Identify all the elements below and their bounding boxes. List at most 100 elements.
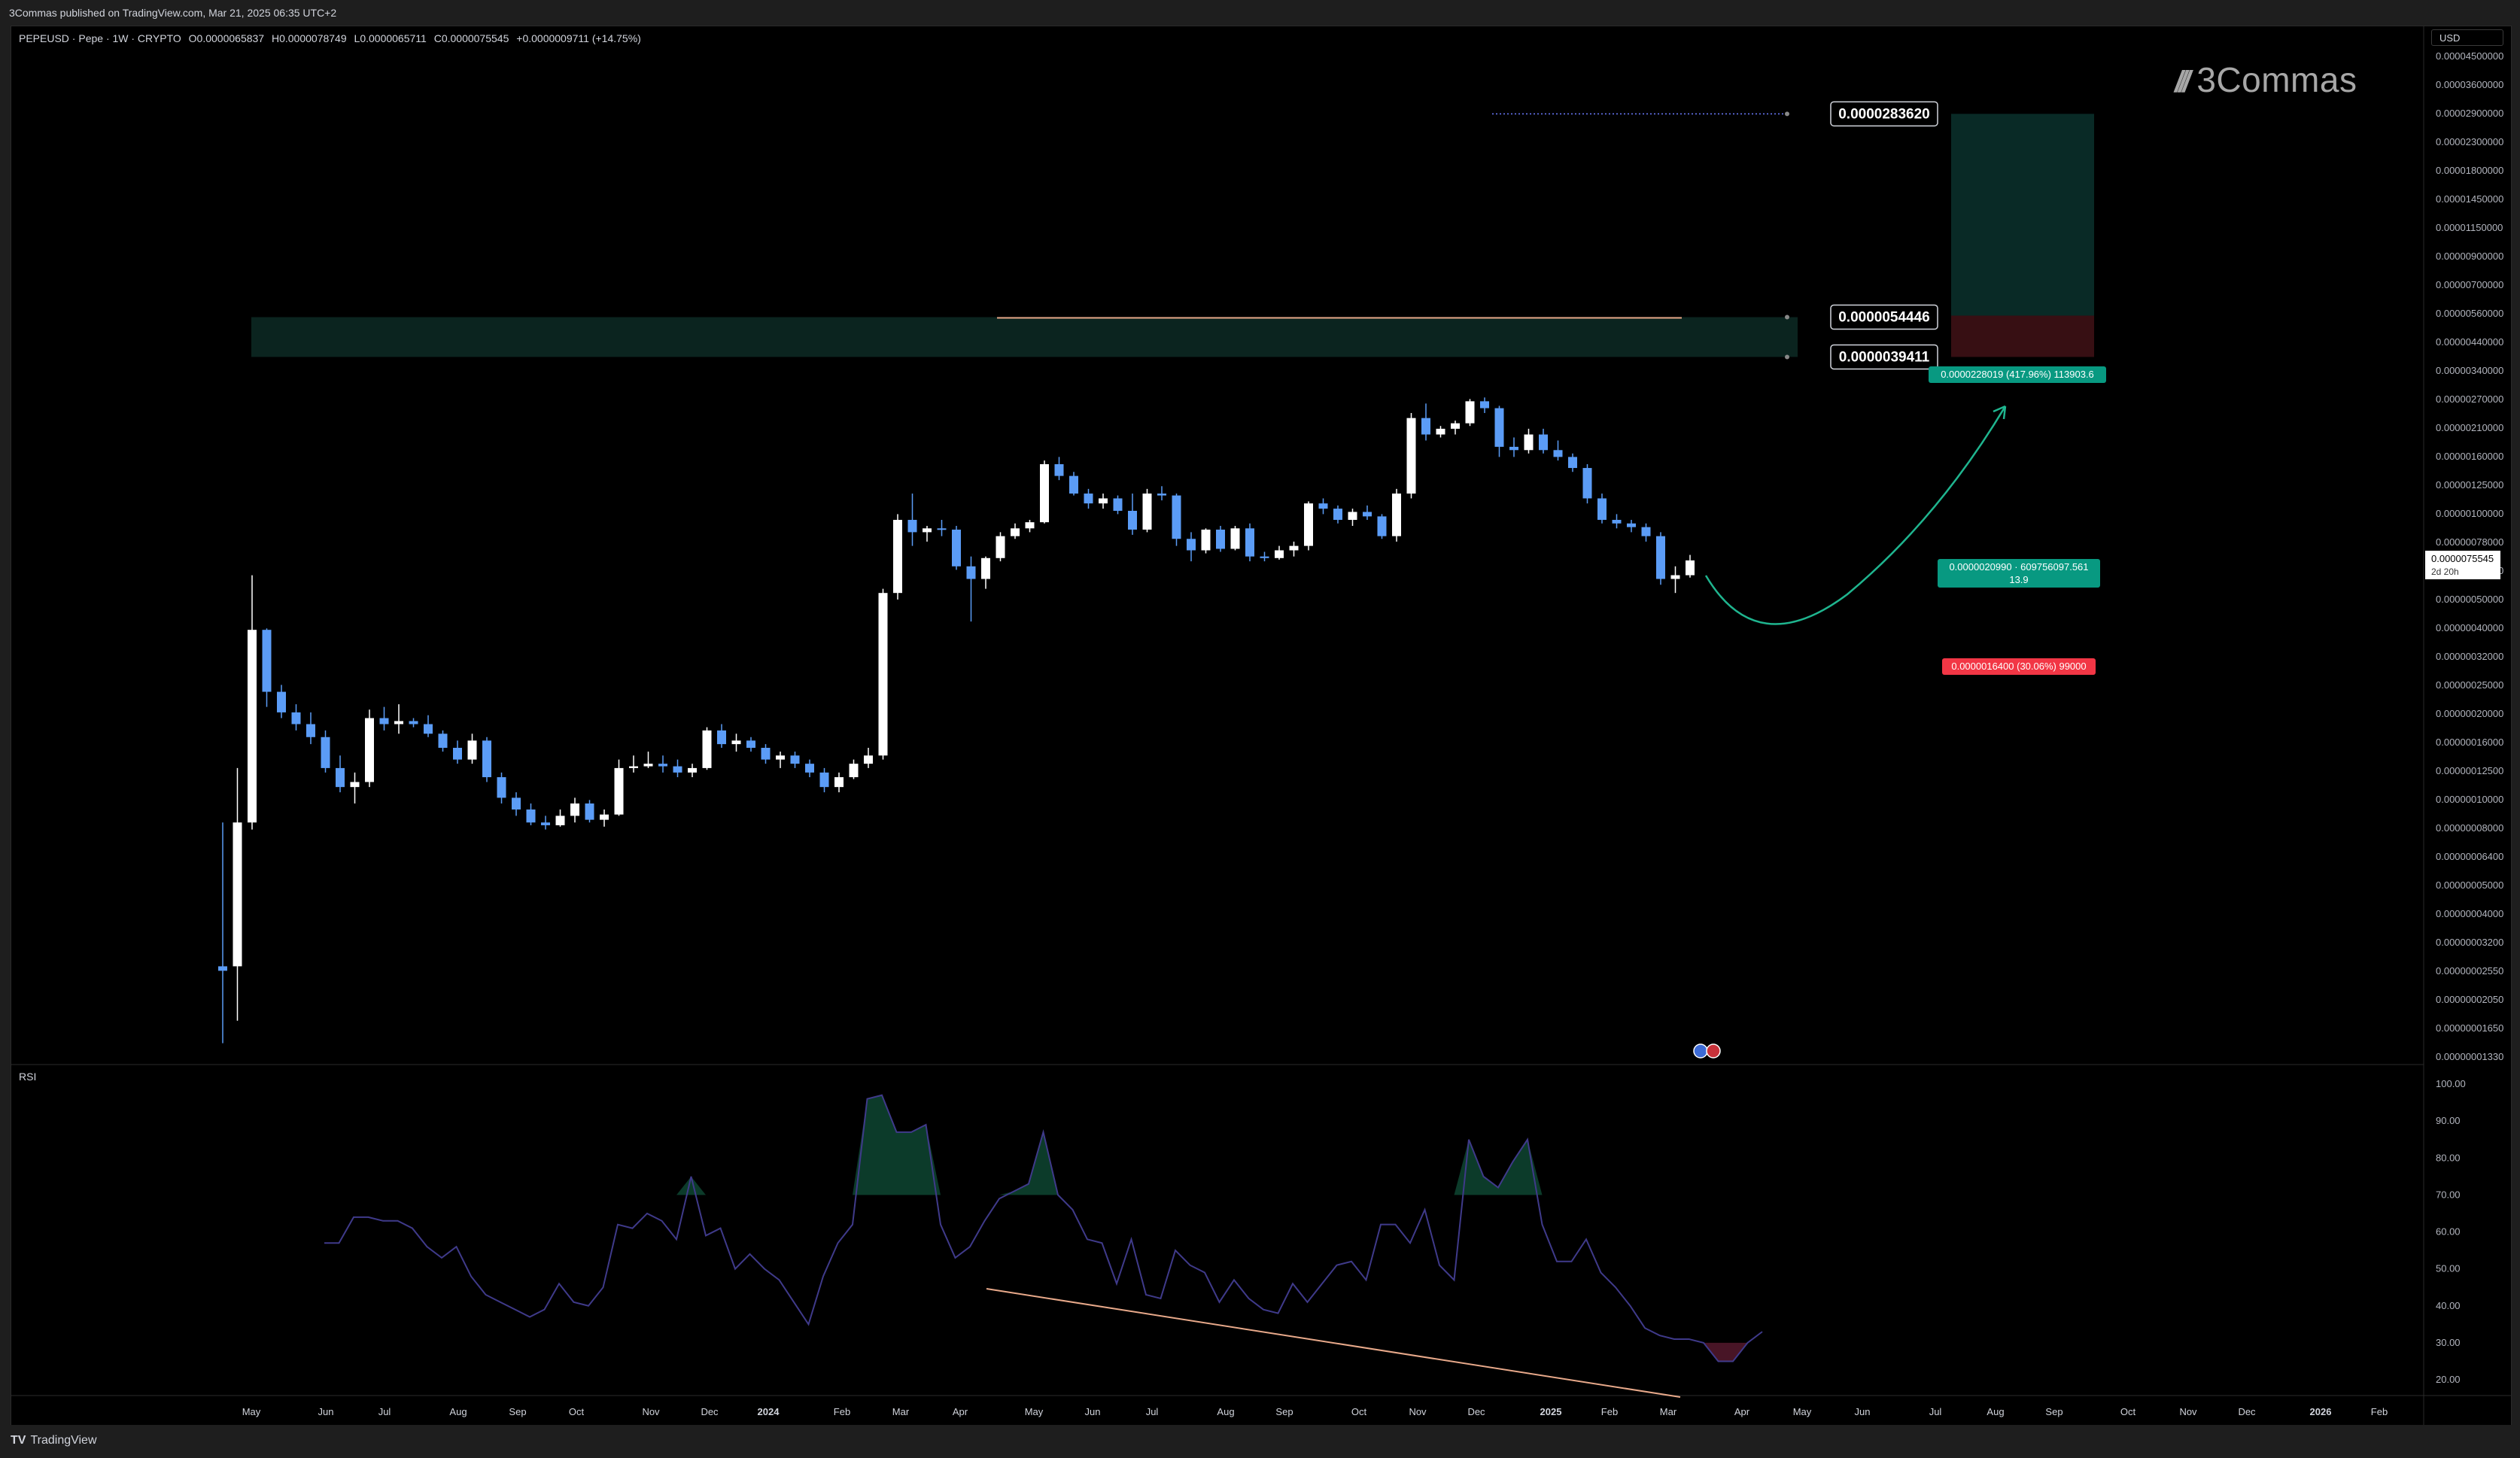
candle-body xyxy=(218,966,227,971)
price-axis-label: 0.00000050000 xyxy=(2436,594,2503,605)
entry-tag-bg xyxy=(1938,559,2100,588)
candle-body xyxy=(1054,464,1064,476)
time-axis-label: May xyxy=(1025,1406,1044,1417)
candle-body xyxy=(673,766,682,773)
rsi-axis-label: 20.00 xyxy=(2436,1374,2461,1385)
price-axis-label: 0.00001450000 xyxy=(2436,193,2503,205)
candle-body xyxy=(350,782,360,788)
candle-body xyxy=(321,737,330,768)
candle-body xyxy=(409,721,418,724)
candle-body xyxy=(1436,428,1445,435)
time-axis-label: Sep xyxy=(509,1406,526,1417)
candle-body xyxy=(834,777,844,788)
time-axis-label: Mar xyxy=(892,1406,910,1417)
rsi-overbought-fill xyxy=(853,1098,868,1195)
price-axis-label: 0.00000700000 xyxy=(2436,279,2503,290)
symbol-title[interactable]: PEPEUSD · Pepe · 1W · CRYPTO xyxy=(19,32,181,44)
current-price-tag: 0.0000075545 xyxy=(2431,553,2494,564)
candle-body xyxy=(996,536,1005,558)
candle-body xyxy=(512,797,521,809)
price-axis-label: 0.00003600000 xyxy=(2436,79,2503,90)
time-axis-label: Jul xyxy=(1146,1406,1159,1417)
event-flag-icon xyxy=(1706,1043,1721,1059)
currency-selector[interactable]: USD xyxy=(2431,29,2503,46)
candle-body xyxy=(1172,495,1181,539)
support-bottom-price-label: 0.0000039411 xyxy=(1839,349,1930,365)
brand-watermark: /// 3Commas xyxy=(2175,59,2357,100)
candle-body xyxy=(1333,509,1342,521)
candle-body xyxy=(1421,418,1430,435)
candle-body xyxy=(776,755,785,760)
price-axis-label: 0.00002900000 xyxy=(2436,108,2503,119)
candle-body xyxy=(805,764,814,773)
candle-body xyxy=(717,730,726,745)
candle-body xyxy=(248,630,257,823)
price-axis-label: 0.00000006400 xyxy=(2436,851,2503,862)
rsi-axis-label: 100.00 xyxy=(2436,1078,2466,1089)
candle-body xyxy=(585,803,594,820)
symbol-legend[interactable]: PEPEUSD · Pepe · 1W · CRYPTO O0.00000658… xyxy=(19,32,646,44)
time-axis-label: Feb xyxy=(2371,1406,2388,1417)
candle-body xyxy=(688,767,697,773)
price-axis-label: 0.00000078000 xyxy=(2436,536,2503,548)
projection-arrow xyxy=(1704,406,2007,625)
candle-body xyxy=(1392,494,1401,536)
candle-body xyxy=(937,528,947,530)
candle-body xyxy=(1627,523,1636,527)
candle-body xyxy=(1480,401,1489,409)
candle-body xyxy=(526,809,536,823)
rsi-overbought-fill xyxy=(911,1125,926,1195)
target-price-label-box xyxy=(1830,101,1938,127)
candle-body xyxy=(1363,512,1372,517)
chart-frame[interactable]: 0.00004500000 0.00003600000 0.00002900000 0… xyxy=(11,26,2512,1426)
price-axis-label: 0.00000012500 xyxy=(2436,765,2503,776)
candle-body xyxy=(1025,522,1035,529)
candle-body xyxy=(1040,464,1049,523)
price-axis-label: 0.00000005000 xyxy=(2436,879,2503,891)
time-axis-label: Nov xyxy=(1409,1406,1427,1417)
candle-body xyxy=(438,734,448,749)
candle-body xyxy=(1641,527,1651,536)
risk-reward-ratio: 13.9 xyxy=(2009,574,2028,585)
price-axis-label: 0.00000001330 xyxy=(2436,1051,2503,1062)
top-bar: 3Commas published on TradingView.com, Ma… xyxy=(0,0,2520,26)
candle-body xyxy=(467,740,477,760)
rsi-overbought-fill xyxy=(1483,1176,1498,1195)
rsi-overbought-fill xyxy=(999,1191,1014,1195)
candle-body xyxy=(541,822,550,825)
rsi-overbought-fill xyxy=(1469,1139,1484,1195)
price-axis-label: 0.00004500000 xyxy=(2436,50,2503,62)
candle-body xyxy=(277,691,286,712)
candle-body xyxy=(849,764,859,778)
price-axis-label: 0.00000032000 xyxy=(2436,651,2503,662)
price-axis-label: 0.00002300000 xyxy=(2436,136,2503,147)
time-axis-label: Oct xyxy=(569,1406,585,1417)
candle-body xyxy=(1597,498,1607,521)
candle-body xyxy=(731,740,741,745)
candle-body xyxy=(864,755,873,764)
candle-body xyxy=(336,767,345,788)
position-profit-zone xyxy=(1951,114,2094,316)
candle-body xyxy=(658,764,667,767)
chart-canvas[interactable]: 0.00004500000 0.00003600000 0.00002900000 0… xyxy=(11,26,2511,1426)
rsi-pane-label[interactable]: RSI xyxy=(19,1071,37,1083)
rsi-trendline xyxy=(986,1288,1681,1398)
rsi-overbought-fill xyxy=(1029,1131,1044,1195)
rsi-line xyxy=(324,1094,1763,1362)
position-loss-zone xyxy=(1951,315,2094,357)
candle-body xyxy=(878,593,888,756)
candle-body xyxy=(907,520,917,533)
candle-body xyxy=(1465,401,1475,424)
candle-body xyxy=(1656,536,1665,579)
candle-body xyxy=(1670,575,1680,579)
time-axis-label: Sep xyxy=(2045,1406,2063,1417)
price-axis-label: 0.00000020000 xyxy=(2436,708,2503,719)
candle-body xyxy=(1304,503,1313,546)
tradingview-brand[interactable]: TV TradingView xyxy=(11,1434,97,1447)
candle-body xyxy=(1451,423,1460,429)
current-price-tag-bg xyxy=(2425,551,2500,579)
time-axis-label: Sep xyxy=(1275,1406,1293,1417)
time-axis-label: Dec xyxy=(2238,1406,2256,1417)
price-axis-label: 0.00000125000 xyxy=(2436,479,2503,491)
candle-body xyxy=(233,822,242,967)
